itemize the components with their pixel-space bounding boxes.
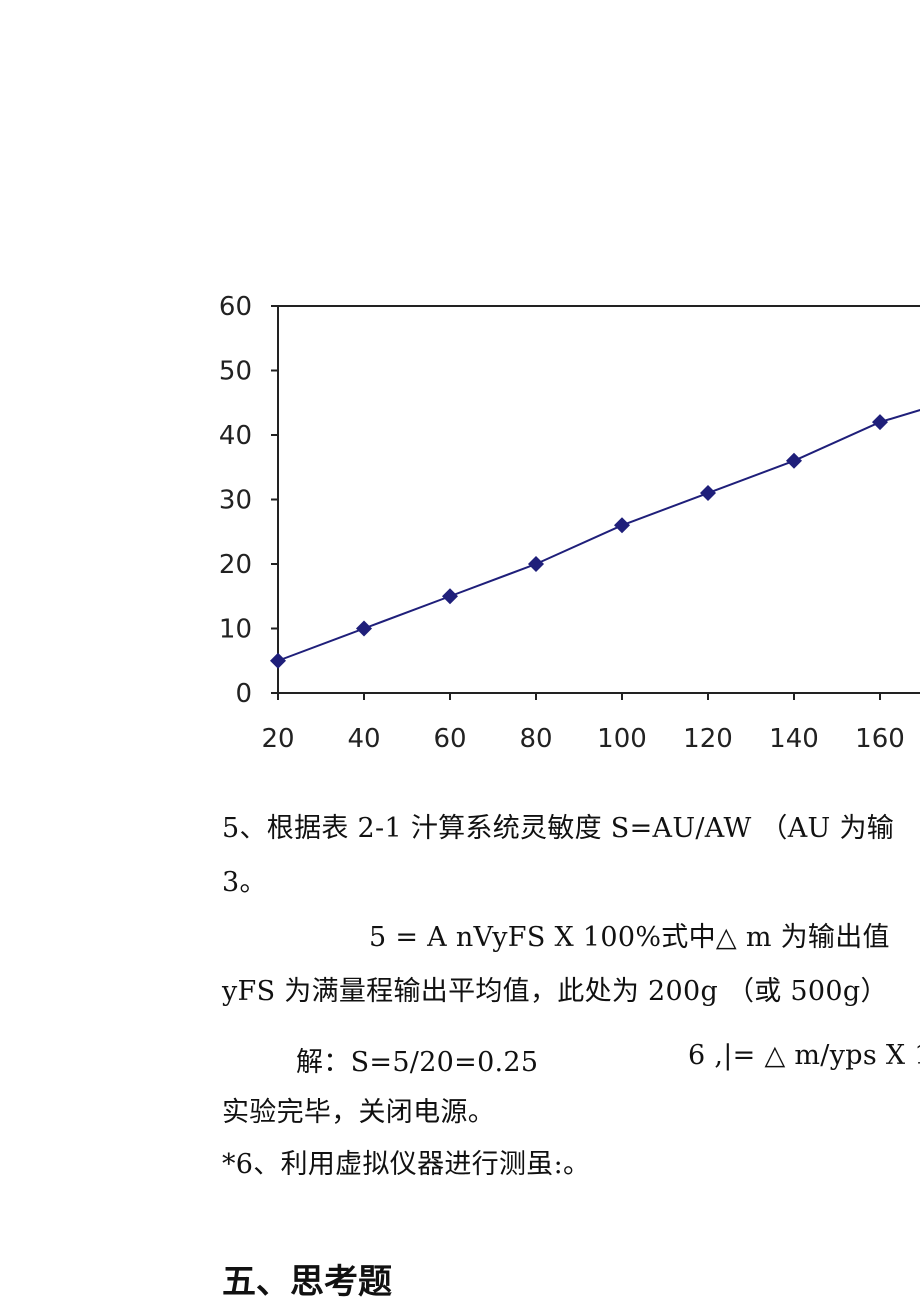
x-tick-label: 100 [597,724,647,754]
text-line-finish: 实验完毕，关闭电源。 [222,1097,495,1128]
y-tick-label: 30 [219,486,252,516]
data-point [614,517,630,534]
x-tick-label: 60 [433,724,466,754]
x-tick-label: 120 [683,724,733,754]
chart-axes [277,305,920,694]
section-heading: 五、思考题 [222,1262,392,1302]
text-line-sensitivity: 5、根据表 2-1 汁算系统灵敏度 S=AU/AW （AU 为输 [222,813,895,844]
data-point [442,588,458,605]
x-axis-ticks: 20 40 60 80 100 120 140 160 [261,693,905,754]
text-line-full-scale: yFS 为满量程输出平均值，此处为 200g （或 500g） [222,976,888,1007]
text-solution: 解：S=5/20=0.25 [296,1047,539,1078]
text-line-formula: 5 = A nVyFS X 100%式中△ m 为输出值 [369,922,890,953]
y-tick-label: 40 [219,421,252,451]
y-tick-label: 50 [219,357,252,387]
data-point [872,414,888,431]
data-point [700,485,716,502]
series-markers [270,414,888,669]
x-tick-label: 80 [519,724,552,754]
text-line-continuation: 3。 [222,867,267,898]
y-tick-label: 60 [219,292,252,322]
plot-frame [277,305,920,694]
x-tick-label: 140 [769,724,819,754]
data-point [786,452,802,469]
data-point [270,652,286,669]
data-point [356,620,372,637]
y-tick-label: 10 [219,615,252,645]
line-chart: 0 10 20 30 40 50 60 20 40 60 80 100 120 140 160 [219,292,920,754]
series-line [277,409,920,662]
x-tick-label: 40 [347,724,380,754]
x-tick-label: 160 [855,724,905,754]
y-axis-ticks: 0 10 20 30 40 50 60 [219,292,278,709]
data-point [528,556,544,572]
text-solution-formula: 6 ,|= △ m/yps X 1 [688,1040,920,1071]
y-tick-label: 20 [219,550,252,580]
x-tick-label: 20 [261,724,294,754]
y-tick-label: 0 [235,679,252,709]
text-line-virtual-instrument: *6、利用虚拟仪器进行测虽:。 [222,1149,591,1180]
